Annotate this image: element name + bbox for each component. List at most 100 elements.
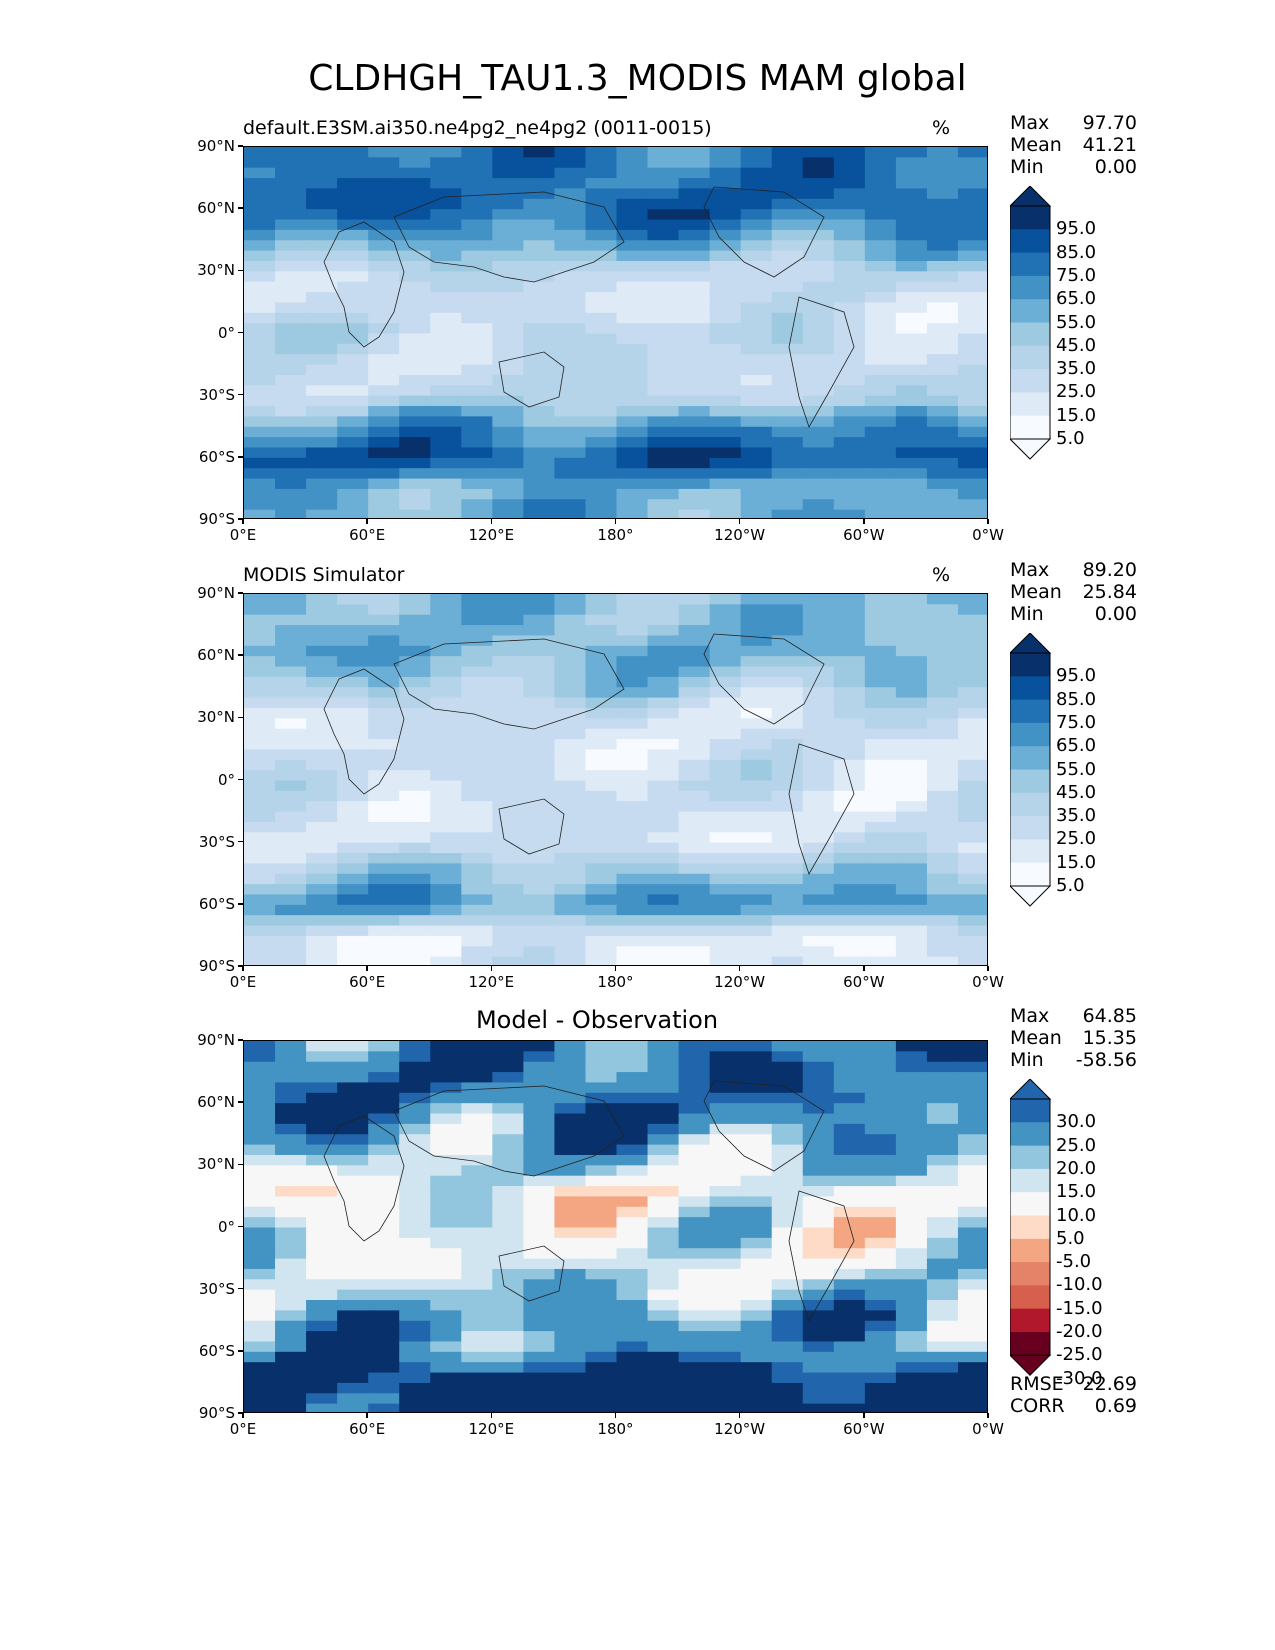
- colorbar-segment: [1010, 415, 1050, 440]
- heatmap-cell: [771, 676, 804, 688]
- heatmap-cell: [306, 935, 338, 947]
- colorbar-segment: [1010, 1285, 1050, 1310]
- heatmap-cell: [492, 614, 524, 626]
- heatmap-cell: [802, 925, 835, 937]
- heatmap-cell: [275, 935, 307, 947]
- heatmap-cell: [926, 811, 959, 823]
- heatmap-cell: [275, 312, 307, 324]
- heatmap-cell: [430, 873, 462, 885]
- heatmap-cell: [895, 250, 928, 262]
- heatmap-cell: [523, 457, 556, 469]
- heatmap-cell: [833, 894, 866, 906]
- heatmap-cell: [740, 1206, 773, 1218]
- heatmap-cell: [492, 1217, 524, 1229]
- heatmap-cell: [461, 853, 493, 864]
- heatmap-cell: [430, 614, 462, 626]
- heatmap-cell: [957, 604, 987, 616]
- heatmap-cell: [337, 1175, 369, 1187]
- heatmap-cell: [244, 728, 276, 740]
- heatmap-cell: [461, 676, 493, 688]
- heatmap-cell: [523, 1175, 556, 1187]
- heatmap-cell: [926, 333, 959, 345]
- heatmap-cell: [492, 759, 524, 771]
- heatmap-cell: [244, 426, 276, 438]
- heatmap-cell: [802, 437, 835, 449]
- heatmap-cell: [554, 1041, 587, 1052]
- heatmap-cell: [833, 728, 866, 740]
- y-tick-label: 60°S: [198, 447, 235, 466]
- heatmap-cell: [492, 904, 524, 916]
- heatmap-cell: [461, 364, 493, 376]
- heatmap-cell: [802, 687, 835, 699]
- heatmap-cell: [430, 1175, 462, 1187]
- heatmap-cell: [771, 312, 804, 324]
- heatmap-cell: [461, 416, 493, 428]
- heatmap-cell: [306, 749, 338, 761]
- heatmap-cell: [678, 956, 711, 965]
- heatmap-cell: [833, 281, 866, 293]
- heatmap-cell: [306, 157, 338, 169]
- heatmap-cell: [709, 1144, 742, 1156]
- heatmap-cell: [926, 707, 959, 719]
- heatmap-cell: [244, 1165, 276, 1177]
- heatmap-cell: [585, 956, 618, 965]
- heatmap-cell: [430, 925, 462, 937]
- heatmap-cell: [740, 1165, 773, 1177]
- heatmap-cell: [306, 811, 338, 823]
- heatmap-cell: [864, 478, 897, 490]
- heatmap-cell: [585, 635, 618, 647]
- heatmap-cell: [585, 1331, 618, 1343]
- heatmap-cell: [430, 697, 462, 709]
- heatmap-cell: [864, 1279, 897, 1291]
- heatmap-cell: [368, 884, 400, 896]
- heatmap-cell: [802, 1041, 835, 1052]
- heatmap-cell: [678, 1372, 711, 1384]
- heatmap-cell: [802, 1072, 835, 1084]
- heatmap-cell: [554, 759, 587, 771]
- heatmap-cell: [678, 594, 711, 605]
- heatmap-cell: [678, 884, 711, 896]
- heatmap-cell: [554, 229, 587, 241]
- heatmap-cell: [244, 468, 276, 480]
- heatmap-cell: [306, 364, 338, 376]
- heatmap-cell: [771, 385, 804, 397]
- heatmap-cell: [461, 915, 493, 927]
- heatmap-cell: [957, 759, 987, 771]
- heatmap-cell: [461, 811, 493, 823]
- heatmap-cell: [957, 1351, 987, 1363]
- heatmap-cell: [399, 188, 431, 200]
- heatmap-cell: [709, 718, 742, 730]
- heatmap-cell: [523, 687, 556, 699]
- heatmap-cell: [678, 209, 711, 221]
- heatmap-cell: [492, 406, 524, 417]
- heatmap-cell: [244, 323, 276, 335]
- heatmap-cell: [337, 1268, 369, 1280]
- heatmap-cell: [926, 863, 959, 875]
- heatmap-cell: [740, 1393, 773, 1405]
- heatmap-cell: [895, 873, 928, 885]
- heatmap-cell: [337, 343, 369, 355]
- heatmap-cell: [616, 604, 649, 616]
- heatmap-cell: [709, 188, 742, 200]
- heatmap-cell: [678, 292, 711, 304]
- heatmap-cell: [275, 1196, 307, 1208]
- heatmap-cell: [647, 219, 680, 231]
- heatmap-cell: [616, 271, 649, 283]
- colorbar-tick-label: 75.0: [1056, 711, 1097, 733]
- heatmap-cell: [771, 364, 804, 376]
- heatmap-cell: [616, 1268, 649, 1280]
- heatmap-cell: [833, 426, 866, 438]
- heatmap-cell: [802, 1051, 835, 1063]
- heatmap-cell: [244, 343, 276, 355]
- heatmap-cell: [957, 395, 987, 407]
- heatmap-cell: [461, 1154, 493, 1166]
- heatmap-cell: [771, 1331, 804, 1343]
- heatmap-cell: [306, 832, 338, 844]
- heatmap-cell: [895, 1154, 928, 1166]
- heatmap-cell: [709, 884, 742, 896]
- heatmap-cell: [771, 406, 804, 417]
- x-tick-label: 60°W: [843, 526, 885, 544]
- heatmap-cell: [585, 281, 618, 293]
- heatmap-cell: [833, 488, 866, 500]
- heatmap-cell: [678, 426, 711, 438]
